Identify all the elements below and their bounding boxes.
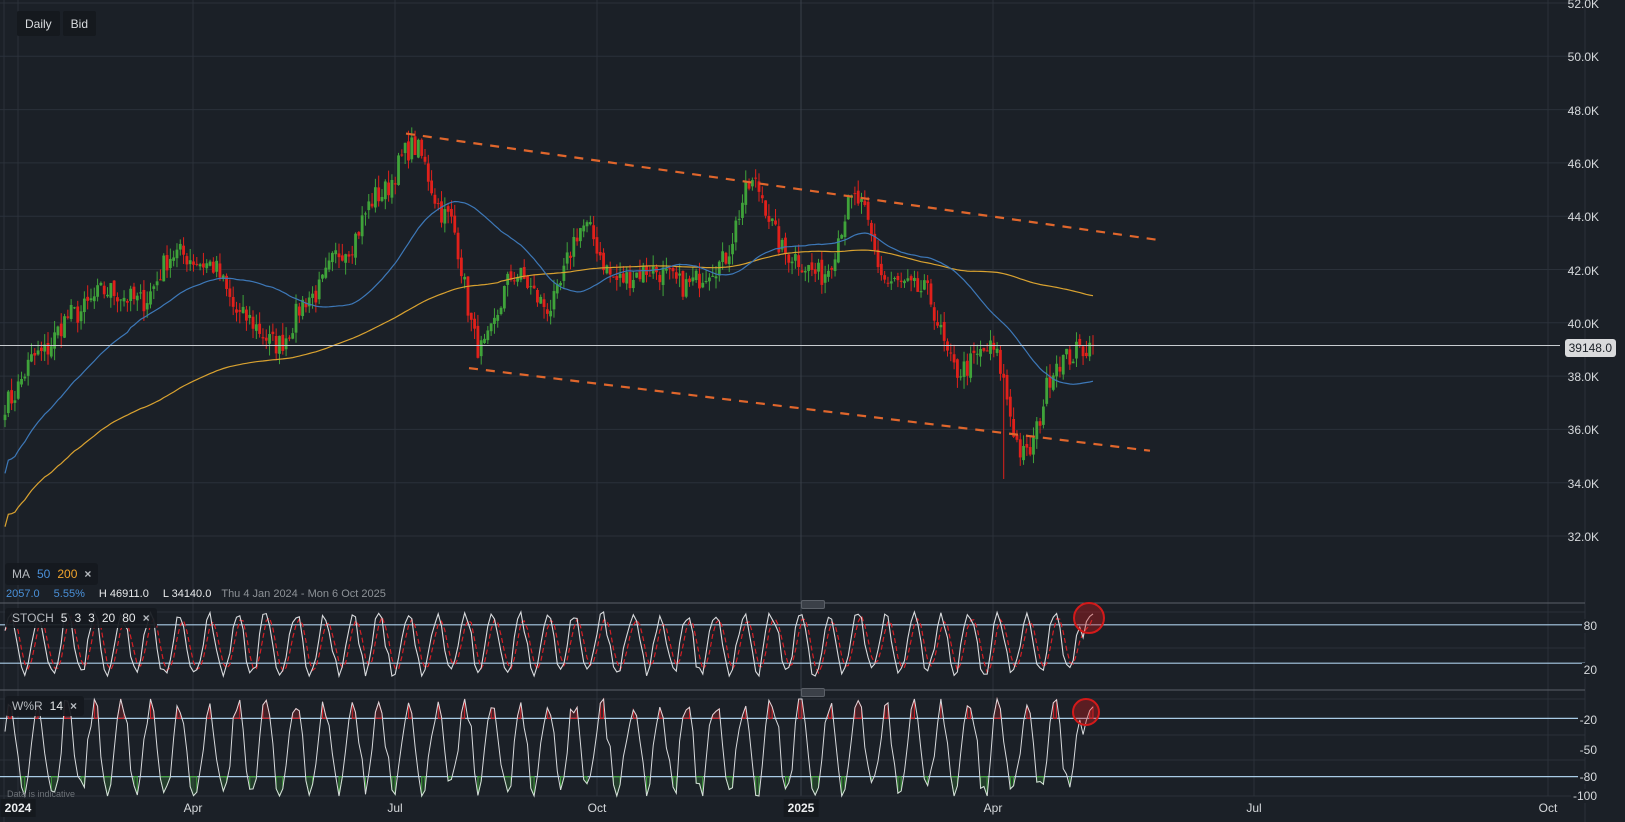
stoch-close-icon[interactable]: × [142, 611, 150, 625]
price-axis-label: 36.0K [1567, 423, 1599, 438]
ma-fast-period[interactable]: 50 [37, 567, 51, 581]
high-value: H 46911.0 [98, 588, 149, 600]
price-stats: 2057.0 5.55% H 46911.0 L 34140.0 Thu 4 J… [6, 588, 400, 600]
time-axis-label: Apr [183, 801, 203, 815]
stoch-k-line [4, 610, 1094, 679]
wr-param-period[interactable]: 14 [49, 699, 64, 713]
stoch-highlight-circle [1073, 602, 1105, 634]
time-axis-label: Jul [387, 801, 403, 815]
time-axis-label: 2024 [0, 799, 36, 817]
price-axis-label: 44.0K [1567, 210, 1599, 225]
stoch-axis-label-20: 20 [1581, 663, 1599, 677]
time-axis-label: Apr [983, 801, 1003, 815]
stoch-legend-label: STOCH [12, 611, 54, 625]
ma50-line [4, 200, 1094, 474]
time-axis-label: Oct [1538, 801, 1558, 815]
stoch-legend: STOCH 5 3 3 20 80 × [5, 608, 157, 628]
data-disclaimer: Data is indicative [7, 789, 76, 799]
wr-legend: W%R 14 × [5, 696, 85, 716]
interval-button[interactable]: Daily [17, 11, 60, 36]
toolbar: Daily Bid [17, 11, 97, 36]
ma-legend-label: MA [12, 567, 30, 581]
stoch-axis-label-80: 80 [1581, 619, 1599, 633]
stoch-param-upper-band[interactable]: 80 [122, 611, 136, 625]
change-percent: 5.55% [53, 588, 85, 600]
ma-legend: MA 50 200 × [5, 563, 99, 585]
price-axis-label: 34.0K [1567, 476, 1599, 491]
price-axis-label: 38.0K [1567, 370, 1599, 385]
time-axis-label: Jul [1246, 801, 1262, 815]
channel-upper-line[interactable] [405, 132, 1161, 242]
stoch-param-d[interactable]: 3 [88, 611, 95, 625]
wr-legend-label: W%R [12, 699, 43, 713]
stoch-param-k[interactable]: 5 [60, 611, 68, 625]
ma200-line [4, 249, 1094, 527]
price-axis-label: 50.0K [1567, 50, 1599, 65]
wr-axis-label-minus80: -80 [1577, 770, 1599, 784]
price-axis-label: 46.0K [1567, 156, 1599, 171]
price-axis-label: 48.0K [1567, 103, 1599, 118]
stoch-d-line [4, 614, 1094, 675]
ma-slow-period[interactable]: 200 [57, 567, 78, 581]
change-value: 2057.0 [6, 588, 40, 600]
ma-close-icon[interactable]: × [84, 567, 92, 581]
price-axis-label: 40.0K [1567, 316, 1599, 331]
price-axis-label: 42.0K [1567, 263, 1599, 278]
wr-line [4, 697, 1094, 798]
price-axis-label: 32.0K [1567, 530, 1599, 544]
wr-pane-resize-handle[interactable] [801, 688, 825, 697]
channel-lower-line[interactable] [468, 367, 1151, 452]
time-axis-label: 2025 [783, 799, 819, 817]
stoch-pane-resize-handle[interactable] [801, 600, 825, 609]
price-axis-label: 52.0K [1567, 0, 1599, 11]
low-value: L 34140.0 [162, 588, 212, 600]
time-axis-label: Oct [587, 801, 607, 815]
wr-axis-label-minus20: -20 [1577, 713, 1599, 727]
wr-highlight-circle [1072, 698, 1100, 726]
wr-close-icon[interactable]: × [70, 699, 78, 713]
wr-axis-label-minus50: -50 [1577, 743, 1599, 757]
date-range: Thu 4 Jan 2024 - Mon 6 Oct 2025 [221, 588, 386, 600]
stoch-param-lower-band[interactable]: 20 [101, 611, 116, 625]
stoch-param-k-smooth[interactable]: 3 [74, 611, 82, 625]
wr-axis-label-minus100: -100 [1570, 789, 1599, 803]
price-type-button[interactable]: Bid [62, 11, 97, 36]
current-price-tag: 39148.0 [1564, 339, 1616, 357]
